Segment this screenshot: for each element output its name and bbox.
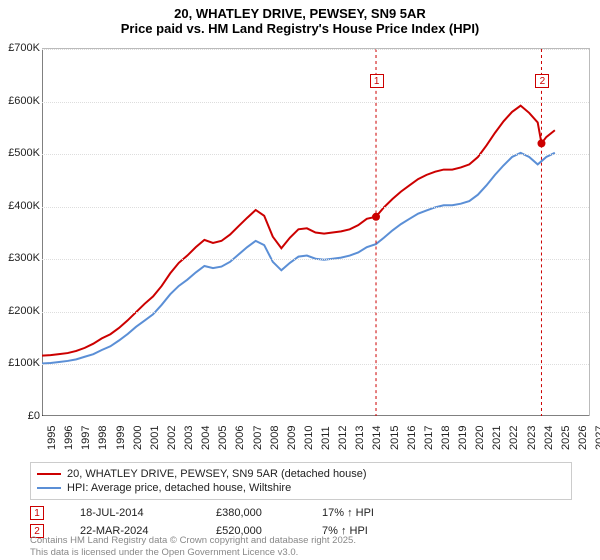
y-tick-label: £200K xyxy=(8,305,40,317)
x-tick-label: 2001 xyxy=(149,426,161,450)
x-tick-label: 2023 xyxy=(526,426,538,450)
chart-legend: 20, WHATLEY DRIVE, PEWSEY, SN9 5AR (deta… xyxy=(30,462,572,500)
chart-plot-area: 12 xyxy=(42,48,590,416)
x-tick-label: 2016 xyxy=(406,426,418,450)
sales-row-marker: 1 xyxy=(30,506,44,520)
legend-label: HPI: Average price, detached house, Wilt… xyxy=(67,482,291,494)
sale-marker-dot xyxy=(372,213,380,221)
gridline xyxy=(42,364,589,365)
x-tick-label: 2027 xyxy=(594,426,600,450)
x-tick-label: 1999 xyxy=(115,426,127,450)
x-axis: 1995 1996 1997 1998 1999 2000 2001 2002 2003 2004… xyxy=(42,416,590,466)
x-tick-label: 2019 xyxy=(457,426,469,450)
x-tick-label: 2025 xyxy=(560,426,572,450)
sale-marker-box: 1 xyxy=(370,74,384,88)
x-tick-label: 2020 xyxy=(474,426,486,450)
x-tick-label: 1995 xyxy=(46,426,58,450)
chart-title-block: 20, WHATLEY DRIVE, PEWSEY, SN9 5AR Price… xyxy=(0,0,600,38)
x-tick-label: 2026 xyxy=(577,426,589,450)
x-tick-label: 2017 xyxy=(423,426,435,450)
chart-title-line2: Price paid vs. HM Land Registry's House … xyxy=(0,21,600,36)
sales-row-price: £380,000 xyxy=(216,507,286,519)
sales-row-date: 18-JUL-2014 xyxy=(80,507,180,519)
legend-row: HPI: Average price, detached house, Wilt… xyxy=(37,481,565,495)
gridline xyxy=(42,312,589,313)
x-tick-label: 2002 xyxy=(166,426,178,450)
sales-row-hpi-delta: 17% ↑ HPI xyxy=(322,507,412,519)
gridline xyxy=(42,207,589,208)
x-tick-label: 2022 xyxy=(508,426,520,450)
y-tick-label: £500K xyxy=(8,147,40,159)
sales-row: 1 18-JUL-2014 £380,000 17% ↑ HPI xyxy=(30,504,412,522)
x-tick-label: 2018 xyxy=(440,426,452,450)
gridline xyxy=(42,259,589,260)
footer-attribution: Contains HM Land Registry data © Crown c… xyxy=(30,535,356,558)
y-tick-label: £300K xyxy=(8,252,40,264)
footer-line1: Contains HM Land Registry data © Crown c… xyxy=(30,535,356,546)
x-tick-label: 2008 xyxy=(269,426,281,450)
y-tick-label: £600K xyxy=(8,95,40,107)
x-tick-label: 2006 xyxy=(234,426,246,450)
legend-row: 20, WHATLEY DRIVE, PEWSEY, SN9 5AR (deta… xyxy=(37,467,565,481)
gridline xyxy=(42,154,589,155)
sale-marker-dot xyxy=(537,139,545,147)
x-tick-label: 1998 xyxy=(97,426,109,450)
x-tick-label: 2004 xyxy=(200,426,212,450)
x-tick-label: 1996 xyxy=(63,426,75,450)
y-tick-label: £700K xyxy=(8,42,40,54)
y-tick-label: £100K xyxy=(8,357,40,369)
y-tick-label: £0 xyxy=(28,410,40,422)
legend-label: 20, WHATLEY DRIVE, PEWSEY, SN9 5AR (deta… xyxy=(67,468,367,480)
x-tick-label: 2013 xyxy=(354,426,366,450)
x-tick-label: 2000 xyxy=(132,426,144,450)
series-line-hpi xyxy=(42,153,555,364)
x-tick-label: 2003 xyxy=(183,426,195,450)
series-line-price_paid xyxy=(42,106,555,356)
x-tick-label: 2021 xyxy=(491,426,503,450)
y-tick-label: £400K xyxy=(8,200,40,212)
chart-title-line1: 20, WHATLEY DRIVE, PEWSEY, SN9 5AR xyxy=(0,6,600,21)
x-tick-label: 1997 xyxy=(80,426,92,450)
footer-line2: This data is licensed under the Open Gov… xyxy=(30,547,356,558)
x-tick-label: 2010 xyxy=(303,426,315,450)
x-tick-label: 2012 xyxy=(337,426,349,450)
legend-swatch xyxy=(37,487,61,489)
x-tick-label: 2011 xyxy=(320,426,332,450)
legend-swatch xyxy=(37,473,61,475)
y-axis: £0£100K£200K£300K£400K£500K£600K£700K xyxy=(0,48,42,416)
chart-svg xyxy=(42,49,589,416)
x-tick-label: 2009 xyxy=(286,426,298,450)
x-tick-label: 2007 xyxy=(252,426,264,450)
sale-marker-box: 2 xyxy=(535,74,549,88)
x-tick-label: 2015 xyxy=(389,426,401,450)
x-tick-label: 2014 xyxy=(371,426,383,450)
x-tick-label: 2005 xyxy=(217,426,229,450)
x-tick-label: 2024 xyxy=(543,426,555,450)
gridline xyxy=(42,102,589,103)
gridline xyxy=(42,49,589,50)
